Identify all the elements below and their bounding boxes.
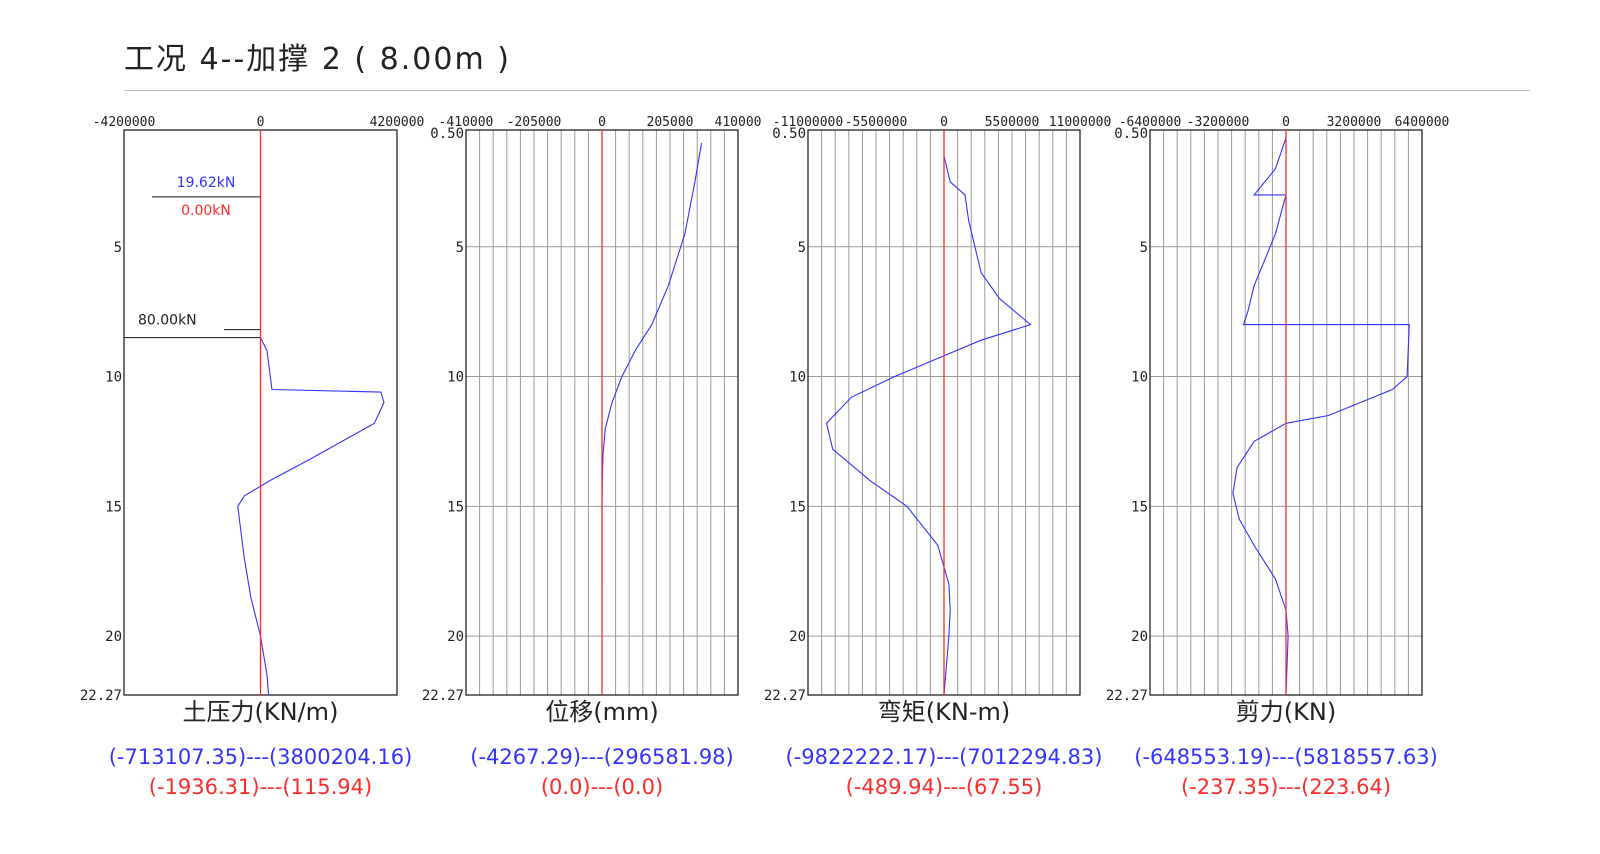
x-tick-label: 3200000 [1327,115,1382,130]
surface-load-label-blue: 19.62kN [177,175,236,191]
range-summary-blue: (-9822222.17)---(7012294.83) [786,745,1103,769]
x-tick-label: -6400000 [1119,115,1182,130]
x-tick-label: 11000000 [1049,115,1112,130]
x-tick-label: -205000 [507,115,562,130]
series-line [237,337,385,696]
x-tick-label: 0 [257,115,265,130]
y-tick-label: 15 [105,499,122,515]
range-summary-red: (-489.94)---(67.55) [846,775,1043,799]
y-tick-label: 10 [789,370,806,386]
range-summary-red: (-237.35)---(223.64) [1181,775,1391,799]
range-summary-blue: (-4267.29)---(296581.98) [470,745,733,769]
title-divider [124,90,1530,91]
series-line [1232,137,1410,696]
y-tick-label: 5 [1140,240,1148,256]
series-line [601,142,703,585]
x-axis-title: 弯矩(KN-m) [878,698,1010,726]
y-tick-label: 15 [1131,499,1148,515]
x-tick-label: -11000000 [773,115,843,130]
y-tick-label: 15 [447,499,464,515]
y-tick-label: 22.27 [764,688,806,704]
page-title: 工况 4--加撑 2 ( 8.00m ) [124,42,511,77]
range-summary-red: (-1936.31)---(115.94) [149,775,372,799]
y-tick-label: 10 [105,370,122,386]
x-tick-label: -5500000 [845,115,908,130]
x-tick-label: 0 [598,115,606,130]
range-summary-blue: (-648553.19)---(5818557.63) [1134,745,1438,769]
strut-force-label: 80.00kN [138,313,197,329]
x-axis-title: 土压力(KN/m) [183,698,339,726]
surface-load-label-red: 0.00kN [181,203,231,219]
y-tick-label: 22.27 [422,688,464,704]
x-tick-label: 5500000 [985,115,1040,130]
y-tick-label: 20 [789,629,806,645]
y-tick-label: 20 [447,629,464,645]
x-tick-label: 0 [1282,115,1290,130]
x-tick-label: 410000 [715,115,762,130]
x-tick-label: 4200000 [370,115,425,130]
x-axis-title: 位移(mm) [545,698,658,726]
y-tick-label: 20 [1131,629,1148,645]
x-tick-label: 205000 [647,115,694,130]
y-tick-label: 10 [447,370,464,386]
x-tick-label: 6400000 [1395,115,1450,130]
y-tick-label: 22.27 [80,688,122,704]
y-tick-label: 0.50 [430,126,464,142]
y-tick-label: 22.27 [1106,688,1148,704]
y-tick-label: 5 [798,240,806,256]
x-tick-label: -410000 [439,115,494,130]
y-tick-label: 0.50 [1114,126,1148,142]
range-summary-blue: (-713107.35)---(3800204.16) [109,745,413,769]
y-tick-label: 20 [105,629,122,645]
y-tick-label: 10 [1131,370,1148,386]
x-tick-label: -3200000 [1187,115,1250,130]
x-tick-label: 0 [940,115,948,130]
y-tick-label: 5 [456,240,464,256]
y-tick-label: 15 [789,499,806,515]
range-summary-red: (0.0)---(0.0) [541,775,663,799]
x-axis-title: 剪力(KN) [1236,698,1336,726]
series-line [825,155,1032,696]
x-tick-label: -4200000 [93,115,156,130]
y-tick-label: 0.50 [772,126,806,142]
y-tick-label: 5 [114,240,122,256]
